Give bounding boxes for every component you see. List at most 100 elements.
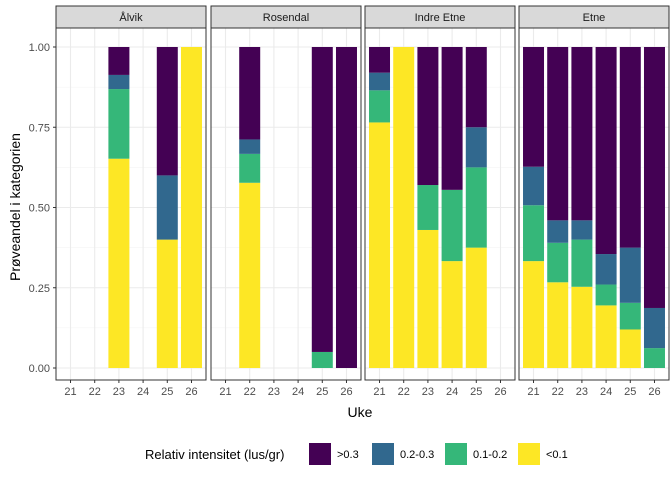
bar-segment (417, 185, 439, 230)
y-tick-label: 0.25 (29, 283, 50, 295)
legend-key (309, 443, 331, 465)
bar-segment (547, 282, 569, 368)
bar-segment (547, 242, 569, 283)
bar-segment (239, 153, 261, 183)
bar-segment (239, 47, 261, 140)
x-tick-label: 23 (113, 386, 125, 398)
bar-segment (595, 305, 617, 368)
x-tick-label: 24 (600, 386, 612, 398)
x-tick-label: 26 (648, 386, 660, 398)
bar-segment (156, 47, 178, 176)
bar-segment (239, 182, 261, 368)
strip-label: Ålvik (119, 11, 143, 24)
bar-segment (547, 220, 569, 243)
bar-segment (465, 167, 487, 248)
y-axis: 0.00 0.25 0.50 0.75 1.00 (29, 42, 56, 375)
legend-label: <0.1 (546, 449, 568, 461)
x-tick-label: 23 (576, 386, 588, 398)
bar-segment (180, 47, 202, 368)
bar-segment (441, 189, 463, 262)
bar-segment (239, 139, 261, 154)
facet-panel: Ålvik 21 22 23 24 25 26 (55, 5, 207, 398)
bar-segment (523, 47, 545, 167)
x-tick-label: 25 (316, 386, 328, 398)
legend-label: >0.3 (337, 449, 359, 461)
strip-background (55, 5, 207, 29)
bar-segment (595, 284, 617, 306)
bar-segment (595, 47, 617, 255)
x-tick-label: 22 (244, 386, 256, 398)
bar-segment (643, 348, 665, 368)
bar-segment (571, 286, 593, 368)
x-tick-label: 26 (185, 386, 197, 398)
bar-segment (156, 239, 178, 368)
bar-segment (156, 175, 178, 240)
bar-segment (619, 47, 641, 248)
strip-label: Rosendal (263, 12, 309, 24)
bar-segment (369, 122, 391, 368)
x-tick-label: 24 (446, 386, 458, 398)
bar-segment (571, 239, 593, 287)
x-tick-label: 21 (64, 386, 76, 398)
x-tick-label: 25 (470, 386, 482, 398)
legend: Relativ intensitet (lus/gr) >0.3 0.2-0.3 0… (145, 443, 568, 465)
x-tick-label: 21 (527, 386, 539, 398)
bar-segment (108, 74, 130, 90)
x-tick-label: 22 (89, 386, 101, 398)
bar-segment (108, 47, 130, 75)
x-tick-label: 24 (292, 386, 304, 398)
bar-segment (465, 47, 487, 128)
x-tick-label: 23 (268, 386, 280, 398)
bar-segment (108, 89, 130, 159)
bar-segment (335, 47, 357, 368)
bar-segment (417, 47, 439, 186)
bar-segment (571, 220, 593, 240)
facet-panel: Rosendal 21 22 23 24 25 26 (210, 5, 362, 398)
x-tick-label: 21 (373, 386, 385, 398)
facet-panel: Indre Etne 21 22 23 24 25 26 (364, 5, 516, 398)
x-tick-label: 21 (219, 386, 231, 398)
legend-key (372, 443, 394, 465)
strip-background (210, 5, 362, 29)
legend-key (518, 443, 540, 465)
y-tick-label: 0.75 (29, 122, 50, 134)
legend-label: 0.1-0.2 (473, 449, 507, 461)
bar-segment (441, 47, 463, 190)
x-tick-label: 24 (137, 386, 149, 398)
bar-segment (311, 351, 333, 368)
facet-panel: Etne 21 22 23 24 25 26 (518, 5, 670, 398)
bar-segment (465, 247, 487, 368)
bar-segment (571, 47, 593, 221)
x-tick-label: 22 (398, 386, 410, 398)
bar-segment (643, 307, 665, 349)
x-tick-label: 26 (494, 386, 506, 398)
legend-label: 0.2-0.3 (400, 449, 434, 461)
bar-segment (643, 47, 665, 308)
bar-segment (547, 47, 569, 221)
x-axis-title: Uke (348, 404, 373, 420)
bar-segment (393, 47, 415, 368)
y-axis-title: Prøveandel i kategorien (7, 133, 23, 281)
bar-segment (311, 47, 333, 352)
strip-background (364, 5, 516, 29)
x-tick-label: 26 (340, 386, 352, 398)
y-tick-label: 0.50 (29, 203, 50, 215)
bar-segment (369, 47, 391, 73)
bar-segment (108, 158, 130, 368)
bar-segment (369, 90, 391, 123)
legend-key (445, 443, 467, 465)
x-tick-label: 25 (624, 386, 636, 398)
x-tick-label: 22 (552, 386, 564, 398)
strip-background (518, 5, 670, 29)
legend-title: Relativ intensitet (lus/gr) (145, 447, 284, 462)
bar-segment (417, 229, 439, 368)
bar-segment (619, 329, 641, 368)
y-tick-label: 1.00 (29, 42, 50, 54)
bar-segment (595, 254, 617, 285)
x-tick-label: 23 (422, 386, 434, 398)
bar-segment (369, 72, 391, 91)
bar-segment (441, 261, 463, 368)
y-tick-label: 0.00 (29, 363, 50, 375)
